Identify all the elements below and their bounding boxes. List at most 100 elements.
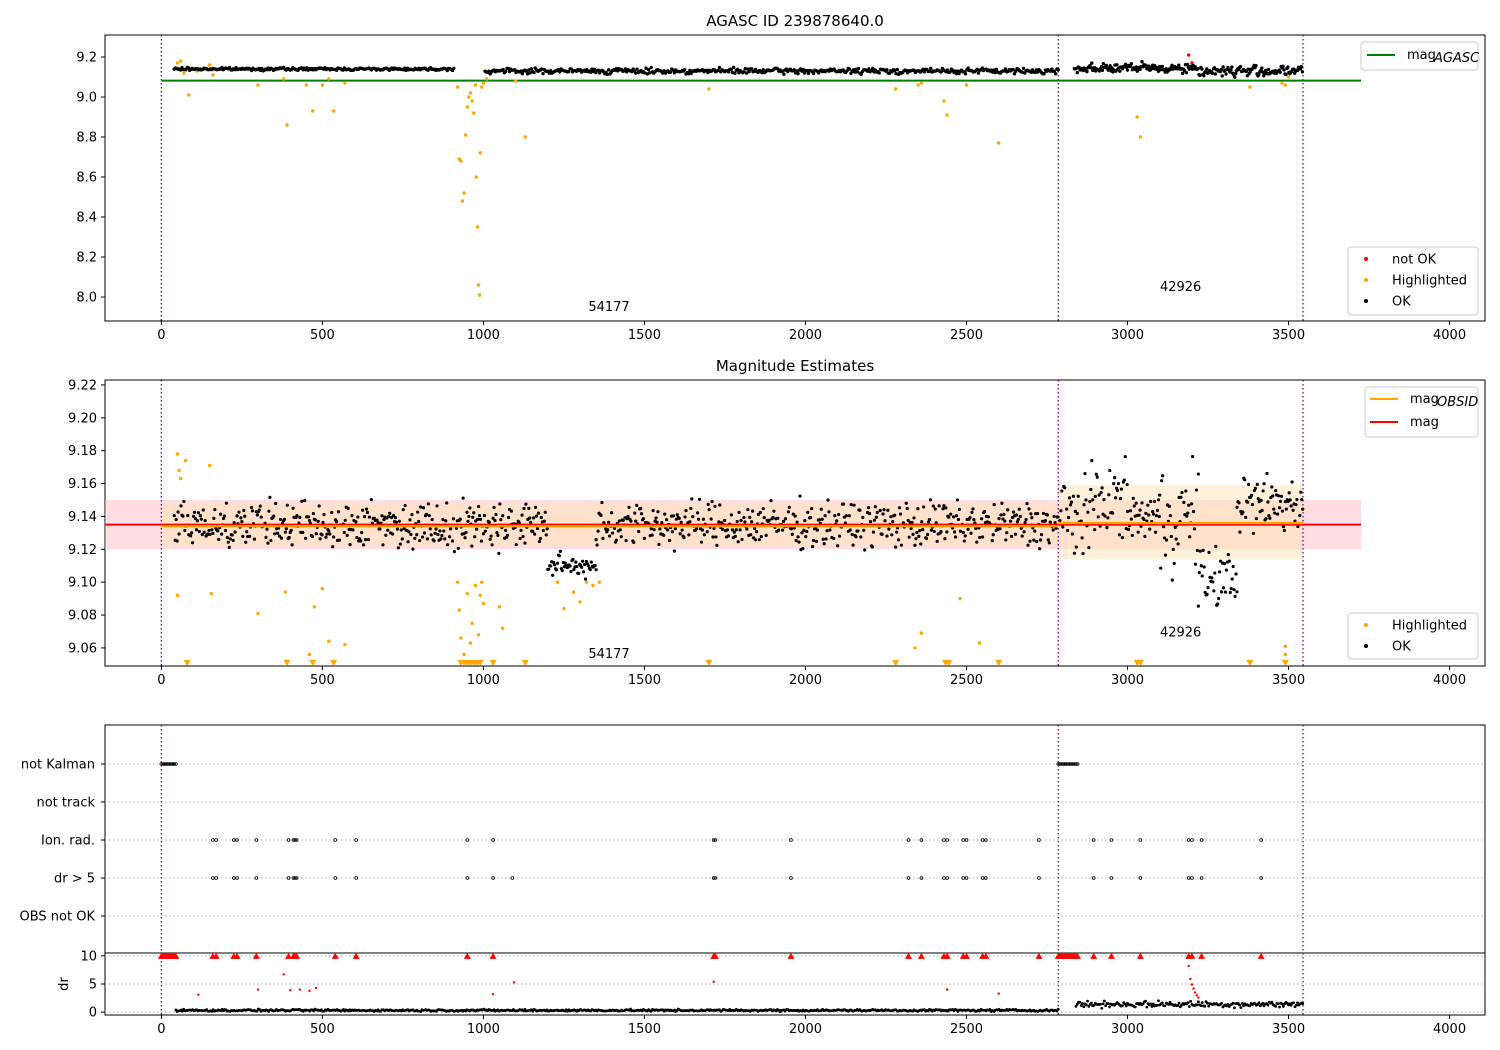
p2-ok-point [691,514,695,519]
p4-not-ok-marker [787,952,795,959]
p1-ok-point [1129,61,1134,66]
p2-ok-point [814,539,819,543]
p2-ok-point [192,510,197,514]
p2-ok-point [314,532,318,536]
p1-ok-point [532,70,536,75]
p1-highlighted-point [1138,135,1143,139]
p2-ok-point [1156,498,1161,502]
p2-ok-point [729,513,733,517]
p4-ok-point [1087,1004,1091,1008]
p2-ok-point [369,498,373,502]
p2-ok-point [194,528,199,532]
p2-ok-point [1088,499,1092,504]
p2-ok-point [461,496,465,500]
p3-flag-marker [293,876,297,880]
p1-ok-point [1020,70,1024,74]
p2-ok-point [1288,498,1292,502]
panel-flags: not Kalman not track Ion. rad. dr > 5 OBS no… [20,724,1486,954]
p2-ok-point [257,508,261,512]
p4-ok-point [1281,1004,1285,1008]
p2-ok-point [1043,518,1047,523]
p4-ok-point [1296,1001,1299,1005]
p2-ok-point [735,519,739,524]
p1-ok-point [1104,63,1108,68]
p3-flag-marker [254,876,259,880]
p4-not-ok-marker [1074,952,1082,959]
p1-ok-point [792,68,796,72]
p4-ok-point [1189,999,1193,1003]
p2-ok-point [283,530,287,534]
p2-ok-point [375,518,379,522]
p2-ok-point [223,529,228,533]
p2-ok-point [1283,500,1287,504]
p2-ok-point [434,527,438,531]
p4-ok-point [1163,1004,1167,1008]
p2-ok-point [182,499,186,504]
p2-ok-point [439,537,443,541]
p2-ok-point [922,505,926,509]
p1-ok-point [1054,72,1058,76]
p1-highlighted-point [207,63,212,67]
p1-ok-point [929,66,933,71]
p2-ok-point [707,508,711,512]
p1-ok-point [1234,71,1238,76]
p4-xtick-label: 4000 [1433,1022,1466,1037]
p2-ok-point [191,514,196,518]
p2-ok-point [767,518,771,523]
p2-ok-point [1089,487,1093,492]
p2-ok-point [797,540,801,544]
p2-ok-point [715,543,719,547]
p1-ok-point [1248,70,1252,74]
p4-ok-point [1099,1002,1102,1006]
p2-ok-point [783,517,788,521]
p2-ok-point [1301,507,1305,511]
p2-ok-point [388,511,392,515]
p1-ok-point [527,68,531,72]
p4-not-ok-point [1187,964,1190,968]
p2-ok-point [624,538,628,543]
p2-highlighted-point [481,601,486,606]
p2-highlighted-point [913,646,917,650]
p2-ok-point [438,529,442,533]
p2-ok-point [1082,503,1086,507]
p3-flag-marker [942,838,946,842]
p1-ok-point [747,69,751,74]
p2-ok-point [235,514,239,518]
p2-ok-point [777,528,781,532]
p2-ok-point [1027,507,1031,511]
p1-highlighted-point [942,99,946,103]
p2-ok-point [1176,542,1180,546]
p2-ok-point [899,543,904,547]
p1-ok-point [1200,67,1204,71]
p2-ok-point [913,543,917,547]
p4-xtick-label: 2000 [789,1022,822,1037]
p1-highlighted-point [462,191,466,195]
p1-legend-marker [1364,278,1368,282]
p2-highlighted-point [473,583,478,588]
p1-ok-point [487,69,491,73]
p2-ok-point [1206,586,1210,590]
p1-ok-point [506,66,510,71]
p2-ok-point [654,516,658,520]
p2-xtick-label: 1500 [628,673,661,688]
panel-agasc: AGASC ID 239878640.0 0 500 1000 1500 2000 250… [76,12,1486,343]
p2-ok-point [177,532,181,536]
p2-ok-point [189,534,193,538]
p2-ok-point [1115,488,1120,493]
p2-ok-point [240,520,244,524]
p2-ok-point [361,508,365,512]
p1-ok-point [1219,67,1223,72]
panel-mag-estimates: Magnitude Estimates 0 500 1000 1500 2000 2500… [68,357,1486,688]
p2-ytick-label: 9.22 [68,378,97,393]
p2-ok-point [1201,548,1205,552]
p1-ok-point [731,65,736,70]
p2-ok-point [1214,544,1218,549]
p1-ok-point [671,68,675,72]
p2-ok-point [875,510,879,514]
p2-ok-point [790,532,794,536]
p2-ok-point [243,514,247,518]
p4-not-ok-point [197,993,200,996]
p2-ok-point [303,498,307,503]
p2-ok-point [670,530,675,534]
p2-ok-point [201,508,205,512]
